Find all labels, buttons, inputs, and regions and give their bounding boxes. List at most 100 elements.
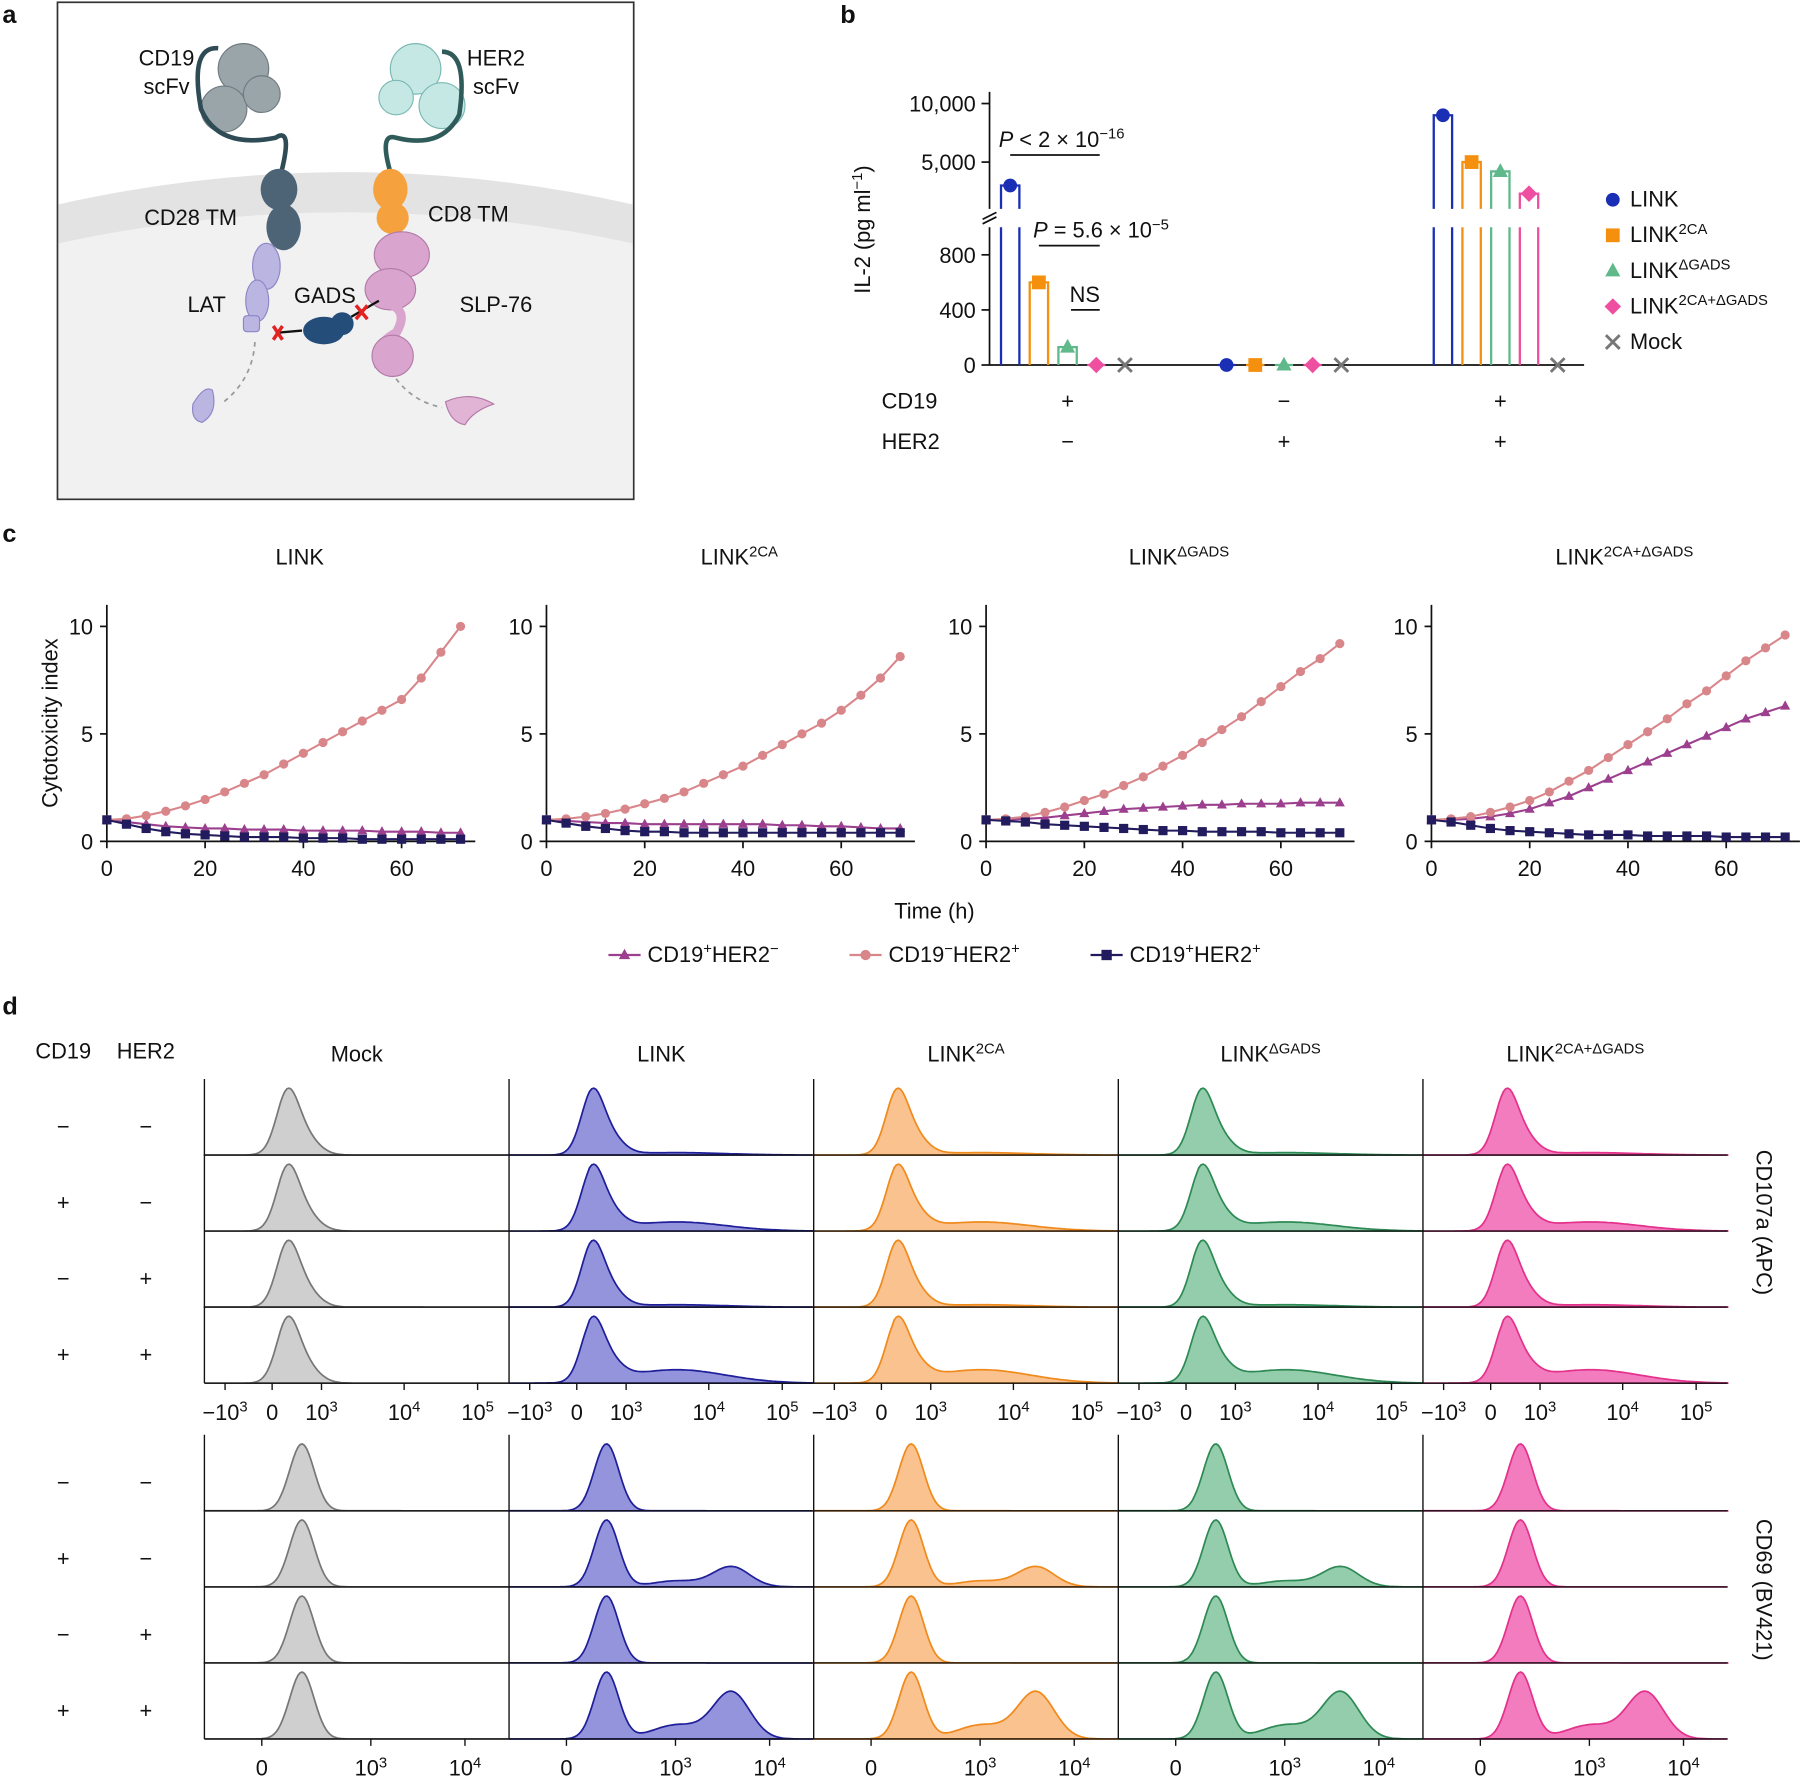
- text-part: 3: [849, 1400, 857, 1416]
- point: [1060, 820, 1070, 830]
- point: [659, 827, 669, 837]
- series-line: [546, 655, 901, 821]
- point: [1525, 795, 1535, 806]
- text-part: 0: [1474, 1756, 1486, 1778]
- point: [1466, 812, 1476, 822]
- x-tick-label: 104: [1302, 1400, 1335, 1425]
- text-part: 4: [412, 1400, 420, 1416]
- point: [1197, 799, 1208, 809]
- point: [1544, 797, 1555, 807]
- point: [1780, 832, 1790, 842]
- panel-label: a: [2, 1, 17, 29]
- point: [377, 705, 387, 715]
- x-tick-label: 0: [256, 1756, 268, 1778]
- x-tick-label: 60: [389, 856, 413, 881]
- x-tick-label: 105: [1071, 1400, 1104, 1425]
- histogram: [203, 1443, 510, 1512]
- legend-label: CD19+HER2+: [1130, 942, 1261, 967]
- point: [620, 804, 630, 814]
- text-part: 10: [305, 1400, 329, 1425]
- point: [1079, 807, 1090, 818]
- text-part: HER2: [712, 942, 770, 967]
- point: [1157, 801, 1168, 811]
- row-label: CD19: [882, 389, 938, 414]
- point: [1760, 643, 1771, 653]
- point: [239, 778, 249, 788]
- text-part: HER2: [953, 942, 1011, 967]
- point: [1079, 795, 1089, 806]
- text-part: 4: [1631, 1400, 1639, 1416]
- point: [317, 825, 329, 835]
- text-part: 4: [1021, 1400, 1029, 1416]
- group-sign: +: [1278, 429, 1291, 454]
- point: [220, 787, 230, 797]
- panel-label: c: [2, 520, 16, 548]
- annotation: P = 5.6 × 10−5: [1033, 217, 1169, 242]
- text-part: −16: [1099, 127, 1124, 143]
- text-part: 10: [1219, 1400, 1243, 1425]
- row-header: CD19: [35, 1038, 91, 1063]
- point: [161, 806, 171, 816]
- point: [200, 830, 210, 840]
- x-tick-label: 105: [461, 1400, 494, 1425]
- text-part: 10: [1667, 1756, 1691, 1778]
- point: [1276, 356, 1292, 371]
- text-part: 10: [693, 1400, 717, 1425]
- text-part: 3: [683, 1755, 691, 1771]
- point: [1197, 737, 1207, 748]
- point: [279, 759, 289, 769]
- point: [1563, 790, 1575, 800]
- text-part: 10: [1269, 1756, 1293, 1778]
- text-part: LINK: [701, 545, 750, 570]
- point: [357, 716, 367, 726]
- y-tick-label: 0: [960, 829, 972, 854]
- x-tick-label: 60: [829, 856, 853, 881]
- x-tick-label: 103: [1573, 1755, 1605, 1778]
- point: [1158, 761, 1168, 771]
- point: [1605, 262, 1621, 277]
- point: [1525, 827, 1535, 837]
- row-sign: +: [57, 1342, 70, 1367]
- point: [581, 812, 591, 822]
- group-sign: +: [1061, 389, 1074, 414]
- diagram-label: LAT: [188, 292, 226, 317]
- point: [1040, 807, 1050, 817]
- x-tick-label: 0: [540, 856, 552, 881]
- text-part: 10: [1524, 1400, 1548, 1425]
- point: [678, 818, 690, 828]
- x-tick-label: 104: [388, 1400, 421, 1425]
- point: [1003, 178, 1018, 193]
- text-part: ): [850, 165, 875, 172]
- series-line: [1431, 634, 1786, 821]
- row-sign: −: [140, 1470, 153, 1495]
- histogram: [813, 1315, 1120, 1385]
- histogram: [203, 1087, 510, 1156]
- panel-label: d: [2, 993, 17, 1021]
- point: [397, 694, 407, 705]
- text-part: 3: [1597, 1755, 1605, 1771]
- row-sign: +: [57, 1546, 70, 1571]
- histogram: [812, 1595, 1120, 1664]
- y-axis-label: IL-2 (pg ml−1): [850, 165, 875, 293]
- x-tick-label: 103: [964, 1755, 997, 1778]
- text-part: LINK: [927, 1042, 976, 1067]
- y-tick-label: 0: [81, 829, 93, 854]
- point: [1315, 654, 1325, 664]
- chart-title: LINK2CA: [701, 544, 778, 569]
- diagram-label: GADS: [294, 283, 356, 308]
- text-part: 3: [239, 1400, 247, 1416]
- cd28-tm: [260, 168, 301, 251]
- text-part: = 5.6 × 10: [1048, 218, 1152, 243]
- column-title: LINKΔGADS: [1220, 1041, 1321, 1066]
- annotation: P < 2 × 10−16: [999, 127, 1125, 152]
- point: [757, 818, 768, 828]
- point: [1604, 298, 1622, 315]
- x-tick-label: 103: [610, 1400, 643, 1425]
- row-sign: +: [140, 1266, 153, 1291]
- point: [278, 824, 289, 834]
- axis-title: CD69 (BV421): [1751, 1519, 1776, 1661]
- x-tick-label: 0: [1425, 856, 1437, 881]
- text-part: 10: [1573, 1756, 1597, 1778]
- point: [1178, 750, 1188, 760]
- text-part: 5: [790, 1400, 798, 1416]
